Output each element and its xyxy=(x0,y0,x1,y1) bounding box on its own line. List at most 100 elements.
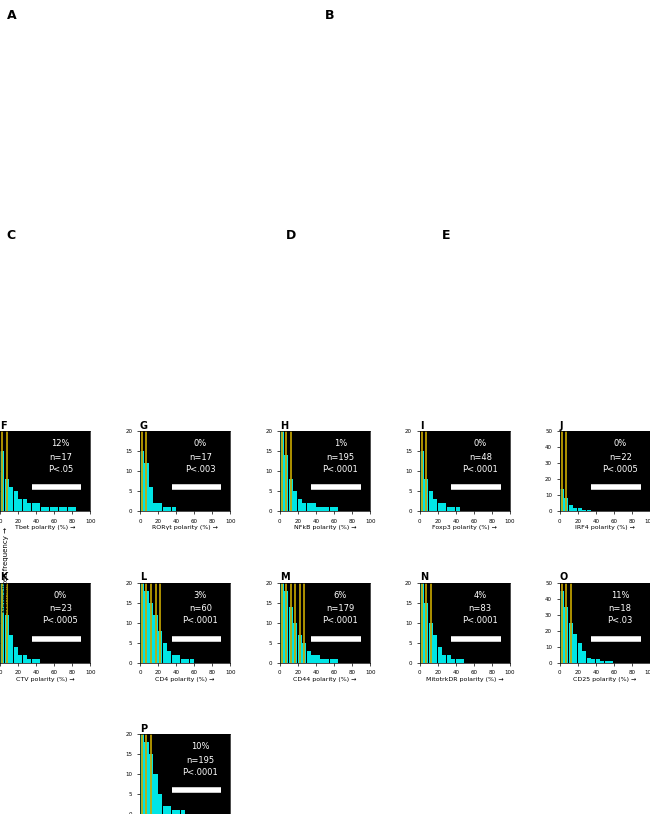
Bar xyxy=(58,507,63,511)
Text: 12%: 12% xyxy=(51,440,70,449)
Bar xyxy=(293,623,298,663)
Text: G: G xyxy=(140,421,148,431)
Bar xyxy=(456,659,460,663)
Bar xyxy=(456,507,460,511)
Bar xyxy=(18,499,22,511)
Bar xyxy=(434,499,437,511)
Bar xyxy=(460,659,465,663)
Bar xyxy=(438,503,442,511)
Bar xyxy=(285,455,289,511)
Bar xyxy=(23,499,27,511)
Text: 11%: 11% xyxy=(611,591,629,600)
Bar xyxy=(167,650,171,663)
Text: P<.03: P<.03 xyxy=(608,616,633,625)
Bar xyxy=(560,591,564,663)
Bar xyxy=(54,507,58,511)
X-axis label: CD25 polarity (%) →: CD25 polarity (%) → xyxy=(573,676,636,681)
Bar xyxy=(176,654,180,663)
Bar xyxy=(424,479,428,511)
Bar xyxy=(176,810,180,814)
Bar xyxy=(144,463,148,511)
Bar xyxy=(140,451,144,511)
Bar xyxy=(41,507,45,511)
Bar xyxy=(320,659,324,663)
Text: 10%: 10% xyxy=(191,742,210,751)
Bar xyxy=(153,615,157,663)
Bar xyxy=(0,451,4,511)
Bar xyxy=(330,659,333,663)
Bar xyxy=(330,507,333,511)
Bar xyxy=(564,606,568,663)
Bar xyxy=(438,646,442,663)
Text: P<.0005: P<.0005 xyxy=(43,616,79,625)
Bar xyxy=(451,659,456,663)
Bar xyxy=(334,659,338,663)
Text: J: J xyxy=(560,421,563,431)
Bar xyxy=(162,642,166,663)
X-axis label: IRF4 polarity (%) →: IRF4 polarity (%) → xyxy=(575,525,635,530)
Bar xyxy=(144,742,148,814)
Text: n=195: n=195 xyxy=(326,453,354,462)
Text: A: A xyxy=(6,9,16,22)
Text: 0%: 0% xyxy=(54,591,67,600)
Bar xyxy=(153,774,157,814)
Text: H: H xyxy=(280,421,288,431)
Text: D: D xyxy=(286,229,296,242)
Text: P<.0001: P<.0001 xyxy=(322,465,358,474)
Bar xyxy=(605,661,609,663)
Text: n=17: n=17 xyxy=(49,453,72,462)
Text: P<.0001: P<.0001 xyxy=(462,616,498,625)
Bar xyxy=(172,810,176,814)
Text: N: N xyxy=(420,572,428,582)
Bar xyxy=(162,806,166,814)
Bar xyxy=(443,654,447,663)
Bar xyxy=(289,479,293,511)
X-axis label: MitotrkDR polarity (%) →: MitotrkDR polarity (%) → xyxy=(426,676,504,681)
Bar xyxy=(609,661,614,663)
Bar xyxy=(36,659,40,663)
Bar xyxy=(285,591,289,663)
Bar xyxy=(32,503,36,511)
Text: 4%: 4% xyxy=(474,591,487,600)
Bar xyxy=(144,591,148,663)
Text: 3%: 3% xyxy=(194,591,207,600)
Bar xyxy=(582,651,586,663)
Bar xyxy=(172,654,176,663)
Bar xyxy=(564,498,568,511)
Bar xyxy=(9,488,13,511)
Bar xyxy=(158,794,162,814)
Text: n=23: n=23 xyxy=(49,604,72,614)
Bar xyxy=(14,491,18,511)
Bar xyxy=(190,659,194,663)
Text: P<.0001: P<.0001 xyxy=(183,616,218,625)
Bar xyxy=(592,659,595,663)
Bar xyxy=(18,654,22,663)
Bar xyxy=(149,755,153,814)
Bar xyxy=(447,507,451,511)
Bar xyxy=(420,451,424,511)
X-axis label: NFkB polarity (%) →: NFkB polarity (%) → xyxy=(294,525,356,530)
Bar xyxy=(293,491,298,511)
Text: n=48: n=48 xyxy=(469,453,492,462)
Bar xyxy=(429,623,433,663)
Bar xyxy=(140,583,144,663)
Bar xyxy=(63,507,67,511)
Text: B: B xyxy=(325,9,335,22)
Bar xyxy=(32,659,36,663)
Text: n=179: n=179 xyxy=(326,604,354,614)
Bar xyxy=(27,659,31,663)
Bar xyxy=(289,606,293,663)
Text: P<.003: P<.003 xyxy=(185,465,216,474)
Text: L: L xyxy=(140,572,146,582)
Text: n=60: n=60 xyxy=(189,604,212,614)
Bar xyxy=(280,431,284,511)
Bar xyxy=(582,510,586,511)
Bar xyxy=(302,503,307,511)
Text: 0%: 0% xyxy=(614,440,627,449)
Bar xyxy=(424,603,428,663)
Bar xyxy=(307,650,311,663)
Bar xyxy=(298,499,302,511)
Bar xyxy=(311,654,315,663)
Bar xyxy=(302,642,307,663)
Bar xyxy=(420,583,424,663)
